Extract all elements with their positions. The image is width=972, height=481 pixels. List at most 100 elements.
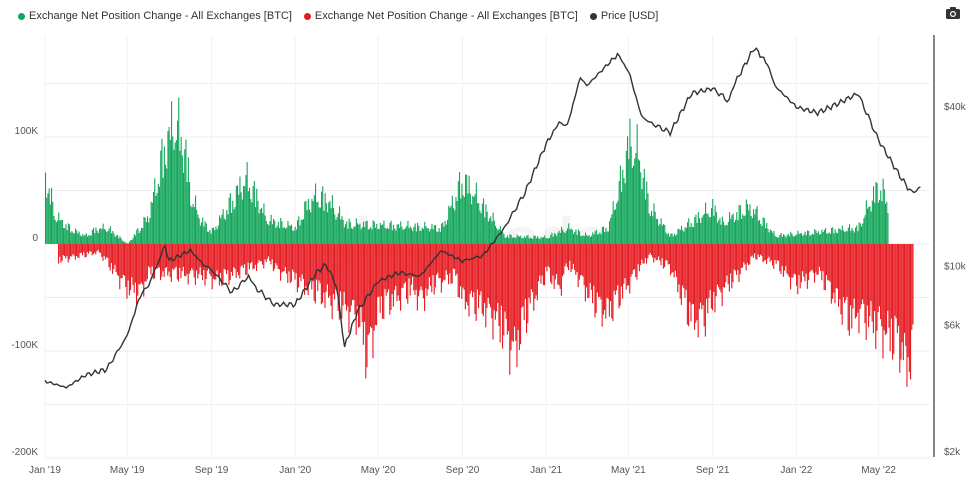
outflow-bar: [700, 244, 702, 303]
inflow-bar: [319, 207, 321, 244]
outflow-bar: [462, 244, 464, 288]
inflow-bar: [828, 232, 830, 244]
inflow-bar: [469, 193, 471, 244]
inflow-bar: [126, 243, 128, 244]
inflow-bar: [261, 207, 263, 244]
inflow-bar: [813, 234, 815, 244]
outflow-bar: [739, 244, 741, 275]
inflow-bar: [364, 227, 366, 244]
outflow-bar: [884, 244, 886, 336]
outflow-bar: [236, 244, 238, 272]
inflow-bar: [570, 228, 572, 244]
outflow-bar: [623, 244, 625, 284]
inflow-bar: [532, 238, 534, 244]
inflow-bar: [449, 207, 451, 244]
outflow-bar: [720, 244, 722, 293]
outflow-bar: [614, 244, 616, 295]
inflow-bar: [733, 222, 735, 244]
inflow-bar: [169, 139, 171, 244]
outflow-bar: [418, 244, 420, 297]
inflow-bar: [473, 196, 475, 244]
inflow-bar: [651, 210, 653, 244]
outflow-bar: [211, 244, 213, 290]
inflow-bar: [522, 238, 524, 244]
outflow-bar: [710, 244, 712, 309]
inflow-bar: [705, 202, 707, 244]
inflow-bar: [627, 136, 629, 244]
inflow-bar: [135, 235, 137, 244]
inflow-bar: [96, 230, 98, 244]
legend-item-inflow[interactable]: Exchange Net Position Change - All Excha…: [18, 10, 292, 22]
inflow-bar: [395, 230, 397, 244]
inflow-bar: [823, 229, 825, 244]
outflow-bar: [229, 244, 231, 281]
camera-icon[interactable]: [945, 6, 961, 20]
legend-dot-red: [303, 12, 311, 20]
inflow-bar: [460, 198, 462, 244]
outflow-bar: [637, 244, 639, 265]
outflow-bar: [104, 244, 106, 260]
outflow-bar: [871, 244, 873, 322]
inflow-bar: [77, 233, 79, 244]
outflow-bar: [662, 244, 664, 269]
inflow-bar: [856, 225, 858, 244]
outflow-bar: [394, 244, 396, 290]
outflow-bar: [92, 244, 94, 255]
inflow-bar: [765, 228, 767, 244]
outflow-bar: [127, 244, 129, 281]
outflow-bar: [125, 244, 127, 287]
inflow-bar: [142, 228, 144, 244]
inflow-bar: [372, 220, 374, 244]
legend-item-price[interactable]: Price [USD]: [589, 10, 658, 22]
outflow-bar: [264, 244, 266, 260]
outflow-bar: [619, 244, 621, 306]
inflow-bar: [610, 217, 612, 244]
inflow-bar: [880, 190, 882, 244]
outflow-bar: [349, 244, 351, 312]
inflow-bar: [723, 221, 725, 244]
outflow-bar: [899, 244, 901, 373]
inflow-bar: [301, 220, 303, 244]
inflow-bar: [166, 168, 168, 244]
legend-item-outflow[interactable]: Exchange Net Position Change - All Excha…: [303, 10, 578, 22]
inflow-bar: [139, 230, 141, 244]
outflow-bar: [547, 244, 549, 267]
outflow-bar: [108, 244, 110, 268]
outflow-bar: [748, 244, 750, 266]
inflow-bar: [485, 204, 487, 244]
inflow-bar: [426, 228, 428, 244]
outflow-bar: [814, 244, 816, 283]
inflow-bar: [767, 228, 769, 244]
inflow-bar: [157, 183, 159, 244]
inflow-bar: [81, 236, 83, 244]
outflow-bar: [145, 244, 147, 282]
inflow-bar: [227, 214, 229, 244]
outflow-bar: [58, 244, 60, 264]
inflow-bar: [882, 178, 884, 244]
inflow-bar: [191, 207, 193, 244]
outflow-bar: [444, 244, 446, 281]
outflow-bar: [630, 244, 632, 277]
inflow-bar: [515, 237, 517, 244]
inflow-bar: [97, 233, 99, 244]
outflow-bar: [582, 244, 584, 277]
outflow-bar: [277, 244, 279, 269]
outflow-bar: [331, 244, 333, 320]
outflow-bar: [454, 244, 456, 270]
inflow-bar: [484, 217, 486, 244]
inflow-bar: [151, 202, 153, 244]
outflow-bar: [647, 244, 649, 259]
outflow-bar: [562, 244, 564, 277]
inflow-bar: [875, 181, 877, 244]
outflow-bar: [412, 244, 414, 277]
inflow-bar: [535, 238, 537, 244]
outflow-bar: [586, 244, 588, 288]
inflow-bar: [417, 222, 419, 244]
inflow-bar: [211, 228, 213, 244]
inflow-bar: [678, 229, 680, 244]
inflow-bar: [245, 175, 247, 244]
inflow-bar: [802, 236, 804, 244]
outflow-bar: [721, 244, 723, 307]
outflow-bar: [746, 244, 748, 263]
outflow-bar: [740, 244, 742, 268]
